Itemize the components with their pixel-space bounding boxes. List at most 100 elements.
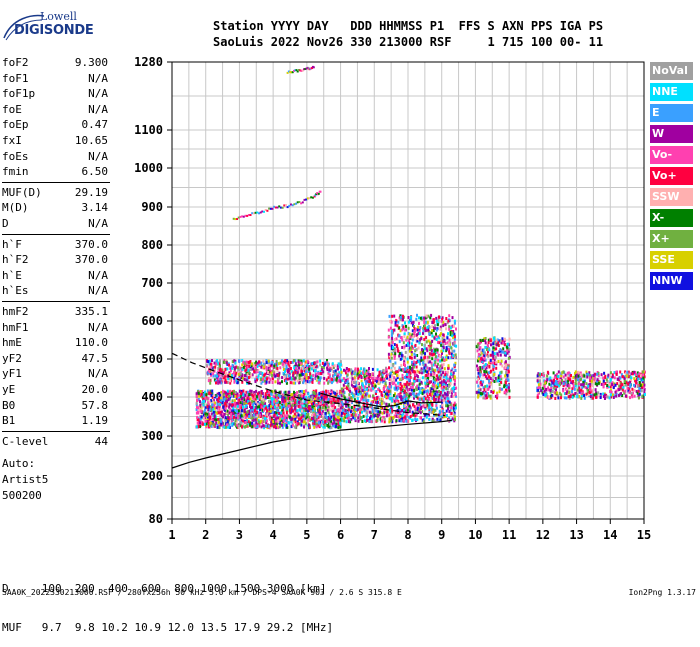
- echo-point: [264, 417, 266, 420]
- echo-point: [424, 344, 426, 347]
- echo-point: [255, 400, 257, 403]
- echo-point: [235, 362, 237, 365]
- echo-point: [415, 407, 417, 410]
- echo-point: [426, 315, 428, 318]
- echo-point: [477, 344, 479, 347]
- echo-point: [454, 369, 456, 372]
- x-tick-label: 14: [603, 528, 617, 542]
- echo-point: [434, 364, 436, 367]
- echo-point: [250, 373, 252, 376]
- echo-point: [500, 375, 502, 378]
- echo-point: [395, 371, 397, 374]
- echo-point: [418, 341, 420, 344]
- echo-point: [242, 406, 244, 409]
- echo-point: [441, 380, 443, 383]
- echo-point: [236, 424, 238, 427]
- echo-point: [205, 412, 207, 415]
- echo-point: [303, 426, 305, 429]
- echo-point: [337, 409, 339, 412]
- echo-point: [339, 380, 341, 383]
- echo-point: [388, 366, 390, 369]
- echo-point: [345, 409, 347, 412]
- echo-point: [429, 418, 431, 421]
- y-tick-label: 900: [141, 200, 163, 214]
- echo-point: [508, 384, 510, 387]
- echo-point: [429, 381, 431, 384]
- echo-point: [368, 367, 370, 370]
- echo-point: [417, 375, 419, 378]
- echo-point: [207, 397, 209, 400]
- echo-point: [479, 375, 481, 378]
- echo-point: [294, 418, 296, 421]
- echo-point: [331, 404, 333, 407]
- echo-point: [396, 419, 398, 422]
- echo-point: [225, 373, 227, 376]
- echo-point: [432, 411, 434, 414]
- echo-point: [390, 369, 392, 372]
- echo-point: [225, 426, 227, 429]
- echo-point: [286, 397, 288, 400]
- echo-point: [265, 407, 267, 410]
- echo-point: [225, 419, 227, 422]
- echo-point: [394, 338, 396, 341]
- echo-point: [398, 406, 400, 409]
- echo-point: [277, 420, 279, 423]
- echo-point: [408, 378, 410, 381]
- echo-point: [378, 378, 380, 381]
- echo-point: [425, 386, 427, 389]
- echo-point: [297, 422, 299, 425]
- echo-point: [420, 411, 422, 414]
- echo-point: [385, 375, 387, 378]
- echo-point: [437, 393, 439, 396]
- echo-point: [411, 321, 413, 324]
- echo-point: [405, 420, 407, 423]
- echo-point: [406, 413, 408, 416]
- echo-point: [332, 422, 334, 425]
- echo-point: [341, 401, 343, 404]
- echo-point: [453, 407, 455, 410]
- echo-point: [229, 424, 231, 427]
- echo-point: [439, 334, 441, 337]
- echo-point: [303, 405, 305, 408]
- echo-point: [449, 401, 451, 404]
- echo-point: [217, 418, 219, 421]
- echo-point: [288, 391, 290, 394]
- echo-point: [196, 416, 198, 419]
- echo-point: [326, 424, 328, 427]
- echo-point: [230, 415, 232, 418]
- echo-point: [404, 345, 406, 348]
- echo-point: [335, 418, 337, 421]
- echo-point: [330, 401, 332, 404]
- echo-point: [253, 414, 255, 417]
- echo-point: [429, 360, 431, 363]
- echo-point: [238, 399, 240, 402]
- echo-point: [340, 363, 342, 366]
- echo-point: [495, 356, 497, 359]
- echo-point: [341, 388, 343, 391]
- x-tick-label: 4: [270, 528, 277, 542]
- echo-point: [213, 423, 215, 426]
- echo-point: [346, 420, 348, 423]
- echo-point: [399, 415, 401, 418]
- echo-point: [416, 418, 418, 421]
- echo-point: [439, 360, 441, 363]
- echo-point: [218, 411, 220, 414]
- echo-point: [271, 374, 273, 377]
- echo-point: [427, 321, 429, 324]
- echo-point: [273, 395, 275, 398]
- echo-point: [393, 394, 395, 397]
- echo-point: [357, 381, 359, 384]
- echo-point: [428, 398, 430, 401]
- echo-point: [284, 376, 286, 379]
- echo-point: [251, 400, 253, 403]
- echo-point: [348, 393, 350, 396]
- echo-point: [324, 424, 326, 427]
- echo-point: [477, 349, 479, 352]
- echo-point: [273, 414, 275, 417]
- echo-point: [629, 391, 631, 394]
- x-tick-label: 10: [468, 528, 482, 542]
- echo-point: [279, 406, 281, 409]
- echo-point: [397, 387, 399, 390]
- echo-point: [218, 421, 220, 424]
- echo-point: [247, 410, 249, 413]
